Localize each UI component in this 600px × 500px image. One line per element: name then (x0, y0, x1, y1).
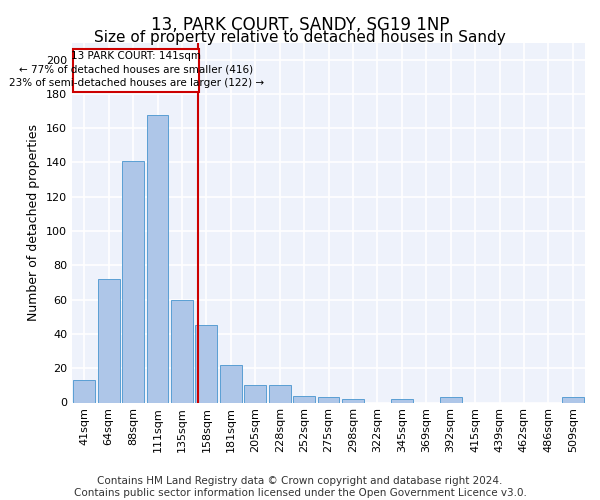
Bar (391, 399, 413, 402)
Bar (562, 398, 584, 402)
Y-axis label: Number of detached properties: Number of detached properties (28, 124, 40, 321)
Bar (244, 386, 266, 402)
Text: 13, PARK COURT, SANDY, SG19 1NP: 13, PARK COURT, SANDY, SG19 1NP (151, 16, 449, 34)
Bar (98, 279, 119, 402)
Bar (196, 326, 217, 402)
Bar (146, 114, 169, 403)
Bar (220, 365, 242, 403)
Bar (342, 399, 364, 402)
Text: 23% of semi-detached houses are larger (122) →: 23% of semi-detached houses are larger (… (8, 78, 263, 88)
Bar (73, 380, 95, 402)
Bar (269, 386, 290, 402)
Text: 13 PARK COURT: 141sqm: 13 PARK COURT: 141sqm (71, 51, 201, 61)
Text: Size of property relative to detached houses in Sandy: Size of property relative to detached ho… (94, 30, 506, 45)
Bar (293, 396, 315, 402)
Bar (171, 300, 193, 403)
Bar (440, 398, 461, 402)
FancyBboxPatch shape (73, 50, 199, 92)
Text: ← 77% of detached houses are smaller (416): ← 77% of detached houses are smaller (41… (19, 65, 253, 75)
Text: Contains HM Land Registry data © Crown copyright and database right 2024.
Contai: Contains HM Land Registry data © Crown c… (74, 476, 526, 498)
Bar (317, 398, 340, 402)
Bar (122, 161, 144, 402)
